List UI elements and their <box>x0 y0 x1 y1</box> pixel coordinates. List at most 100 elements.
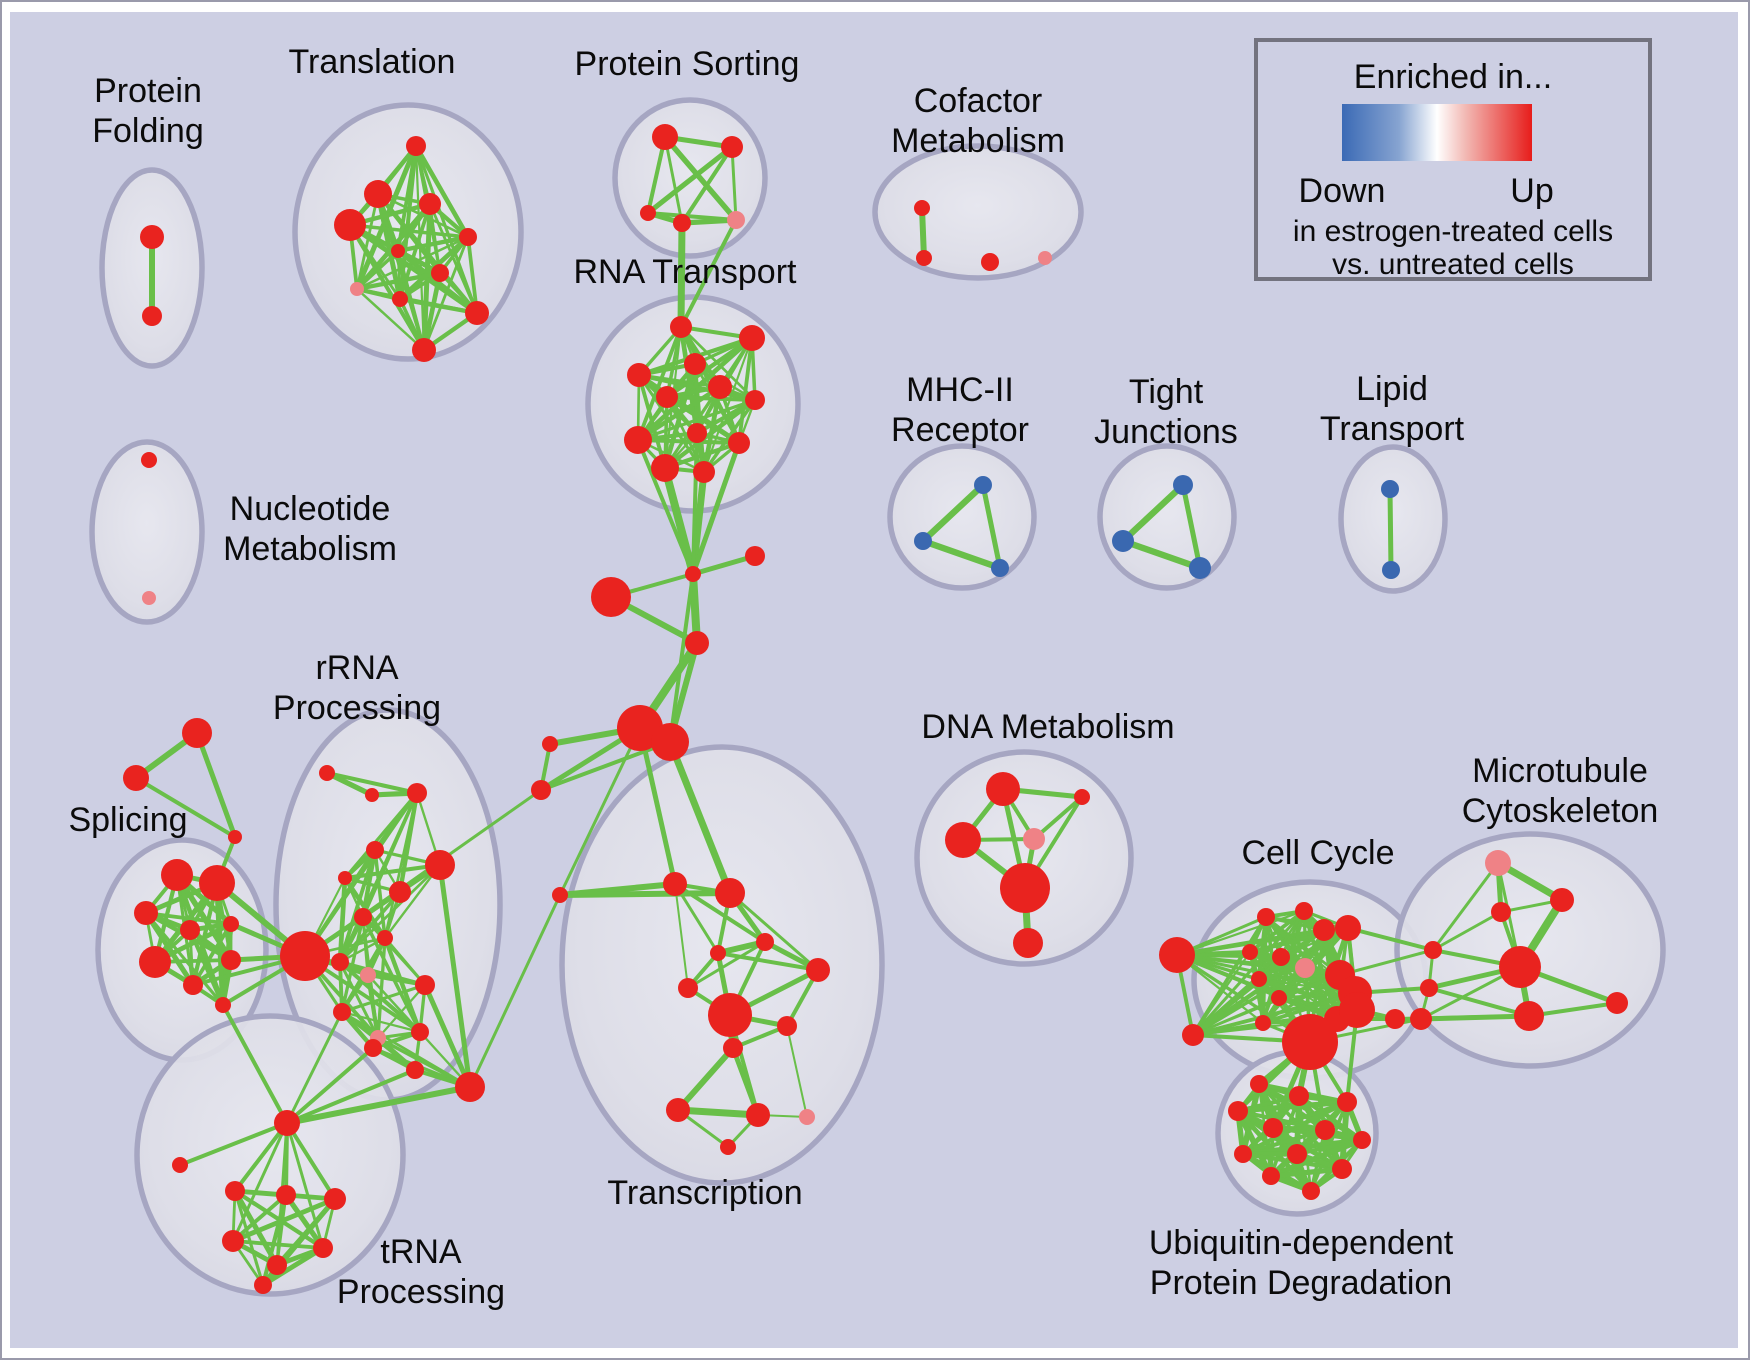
edge <box>728 891 820 972</box>
nucleotide-metabolism-ellipse <box>89 439 205 625</box>
edge <box>414 144 479 315</box>
node-up <box>624 426 652 454</box>
edge <box>662 361 698 471</box>
node-up <box>199 865 235 901</box>
edge <box>691 431 699 576</box>
node-up <box>1000 863 1050 913</box>
node-up <box>333 1003 351 1021</box>
node-up <box>365 788 379 802</box>
node-up <box>223 916 239 932</box>
edge <box>980 482 1003 571</box>
tight-junctions-ellipse <box>1097 443 1237 591</box>
node-up-weak <box>350 282 364 296</box>
edge <box>636 325 683 442</box>
node-up <box>411 1023 429 1041</box>
edge <box>690 553 758 577</box>
node-up <box>406 1061 424 1079</box>
node-up <box>364 180 392 208</box>
edge <box>194 730 238 840</box>
node-up <box>1332 1159 1352 1179</box>
node-up <box>728 432 750 454</box>
edge <box>679 217 739 226</box>
edge <box>637 373 706 474</box>
edge <box>1119 537 1204 572</box>
legend-gradient-bar <box>1342 104 1532 161</box>
node-up <box>391 244 405 258</box>
cofactor-metabolism-label: Cofactor <box>914 82 1043 120</box>
edge <box>233 1189 265 1287</box>
legend-caption-line1: in estrogen-treated cells <box>1292 215 1614 248</box>
node-up <box>591 577 631 617</box>
edge <box>355 192 380 291</box>
tight-junctions-label: Junctions <box>1094 413 1238 451</box>
edge <box>428 202 479 315</box>
nucleotide-metabolism-label: Metabolism <box>223 530 397 568</box>
node-up <box>139 946 171 978</box>
edge <box>716 951 820 972</box>
node-down <box>991 559 1009 577</box>
node-up <box>777 1016 797 1036</box>
node-down <box>974 476 992 494</box>
edge <box>919 205 927 261</box>
trna-processing-label: tRNA <box>380 1233 462 1271</box>
edge <box>324 770 420 796</box>
node-up <box>141 452 157 468</box>
node-up <box>1013 928 1043 958</box>
node-up <box>981 253 999 271</box>
node-up <box>1282 1014 1338 1070</box>
edge <box>422 982 473 1090</box>
edge <box>231 1121 289 1243</box>
node-up <box>334 209 366 241</box>
edge <box>383 863 442 940</box>
edge <box>730 145 738 222</box>
edge <box>191 922 233 987</box>
edge <box>663 135 684 225</box>
edge <box>421 270 443 353</box>
node-down <box>1173 475 1193 495</box>
node-up <box>313 1238 333 1258</box>
lipid-transport-label: Transport <box>1320 410 1465 448</box>
node-up <box>1251 971 1267 987</box>
edge <box>466 235 479 315</box>
node-up <box>364 1039 382 1057</box>
node-up <box>1420 979 1438 997</box>
edge <box>677 219 686 331</box>
edge <box>230 1196 338 1244</box>
edge <box>355 287 426 352</box>
legend-up-label: Up <box>1510 172 1554 210</box>
edge <box>1431 861 1500 952</box>
edge <box>373 848 387 940</box>
node-up <box>914 200 930 216</box>
node-up <box>1337 1092 1357 1112</box>
edge <box>636 438 695 576</box>
node-up <box>1339 992 1375 1028</box>
edge <box>786 1025 808 1118</box>
node-up <box>1250 1075 1268 1093</box>
edge <box>539 740 672 792</box>
lipid-transport-label: Lipid <box>1356 370 1428 408</box>
node-up-weak <box>142 591 156 605</box>
node-up <box>552 887 568 903</box>
edge <box>413 143 471 240</box>
ubiquitin-degradation-label: Ubiquitin-dependent <box>1149 1224 1454 1262</box>
node-up <box>710 945 726 961</box>
mhc-ii-receptor-ellipse <box>887 443 1037 591</box>
node-up <box>1263 1118 1283 1138</box>
node-up <box>715 878 745 908</box>
edge <box>679 218 738 329</box>
edge <box>690 440 742 577</box>
edge <box>231 1193 288 1243</box>
edge <box>1235 1099 1350 1114</box>
edge <box>338 890 402 964</box>
node-up <box>1289 1086 1309 1106</box>
node-up <box>745 390 765 410</box>
node-up <box>1255 1015 1271 1031</box>
edge <box>1431 910 1503 952</box>
cell-cycle-label: Cell Cycle <box>1241 834 1394 872</box>
edge <box>382 935 423 1035</box>
node-up <box>663 872 687 896</box>
lipid-transport-ellipse <box>1338 444 1448 594</box>
edge <box>1346 926 1435 952</box>
